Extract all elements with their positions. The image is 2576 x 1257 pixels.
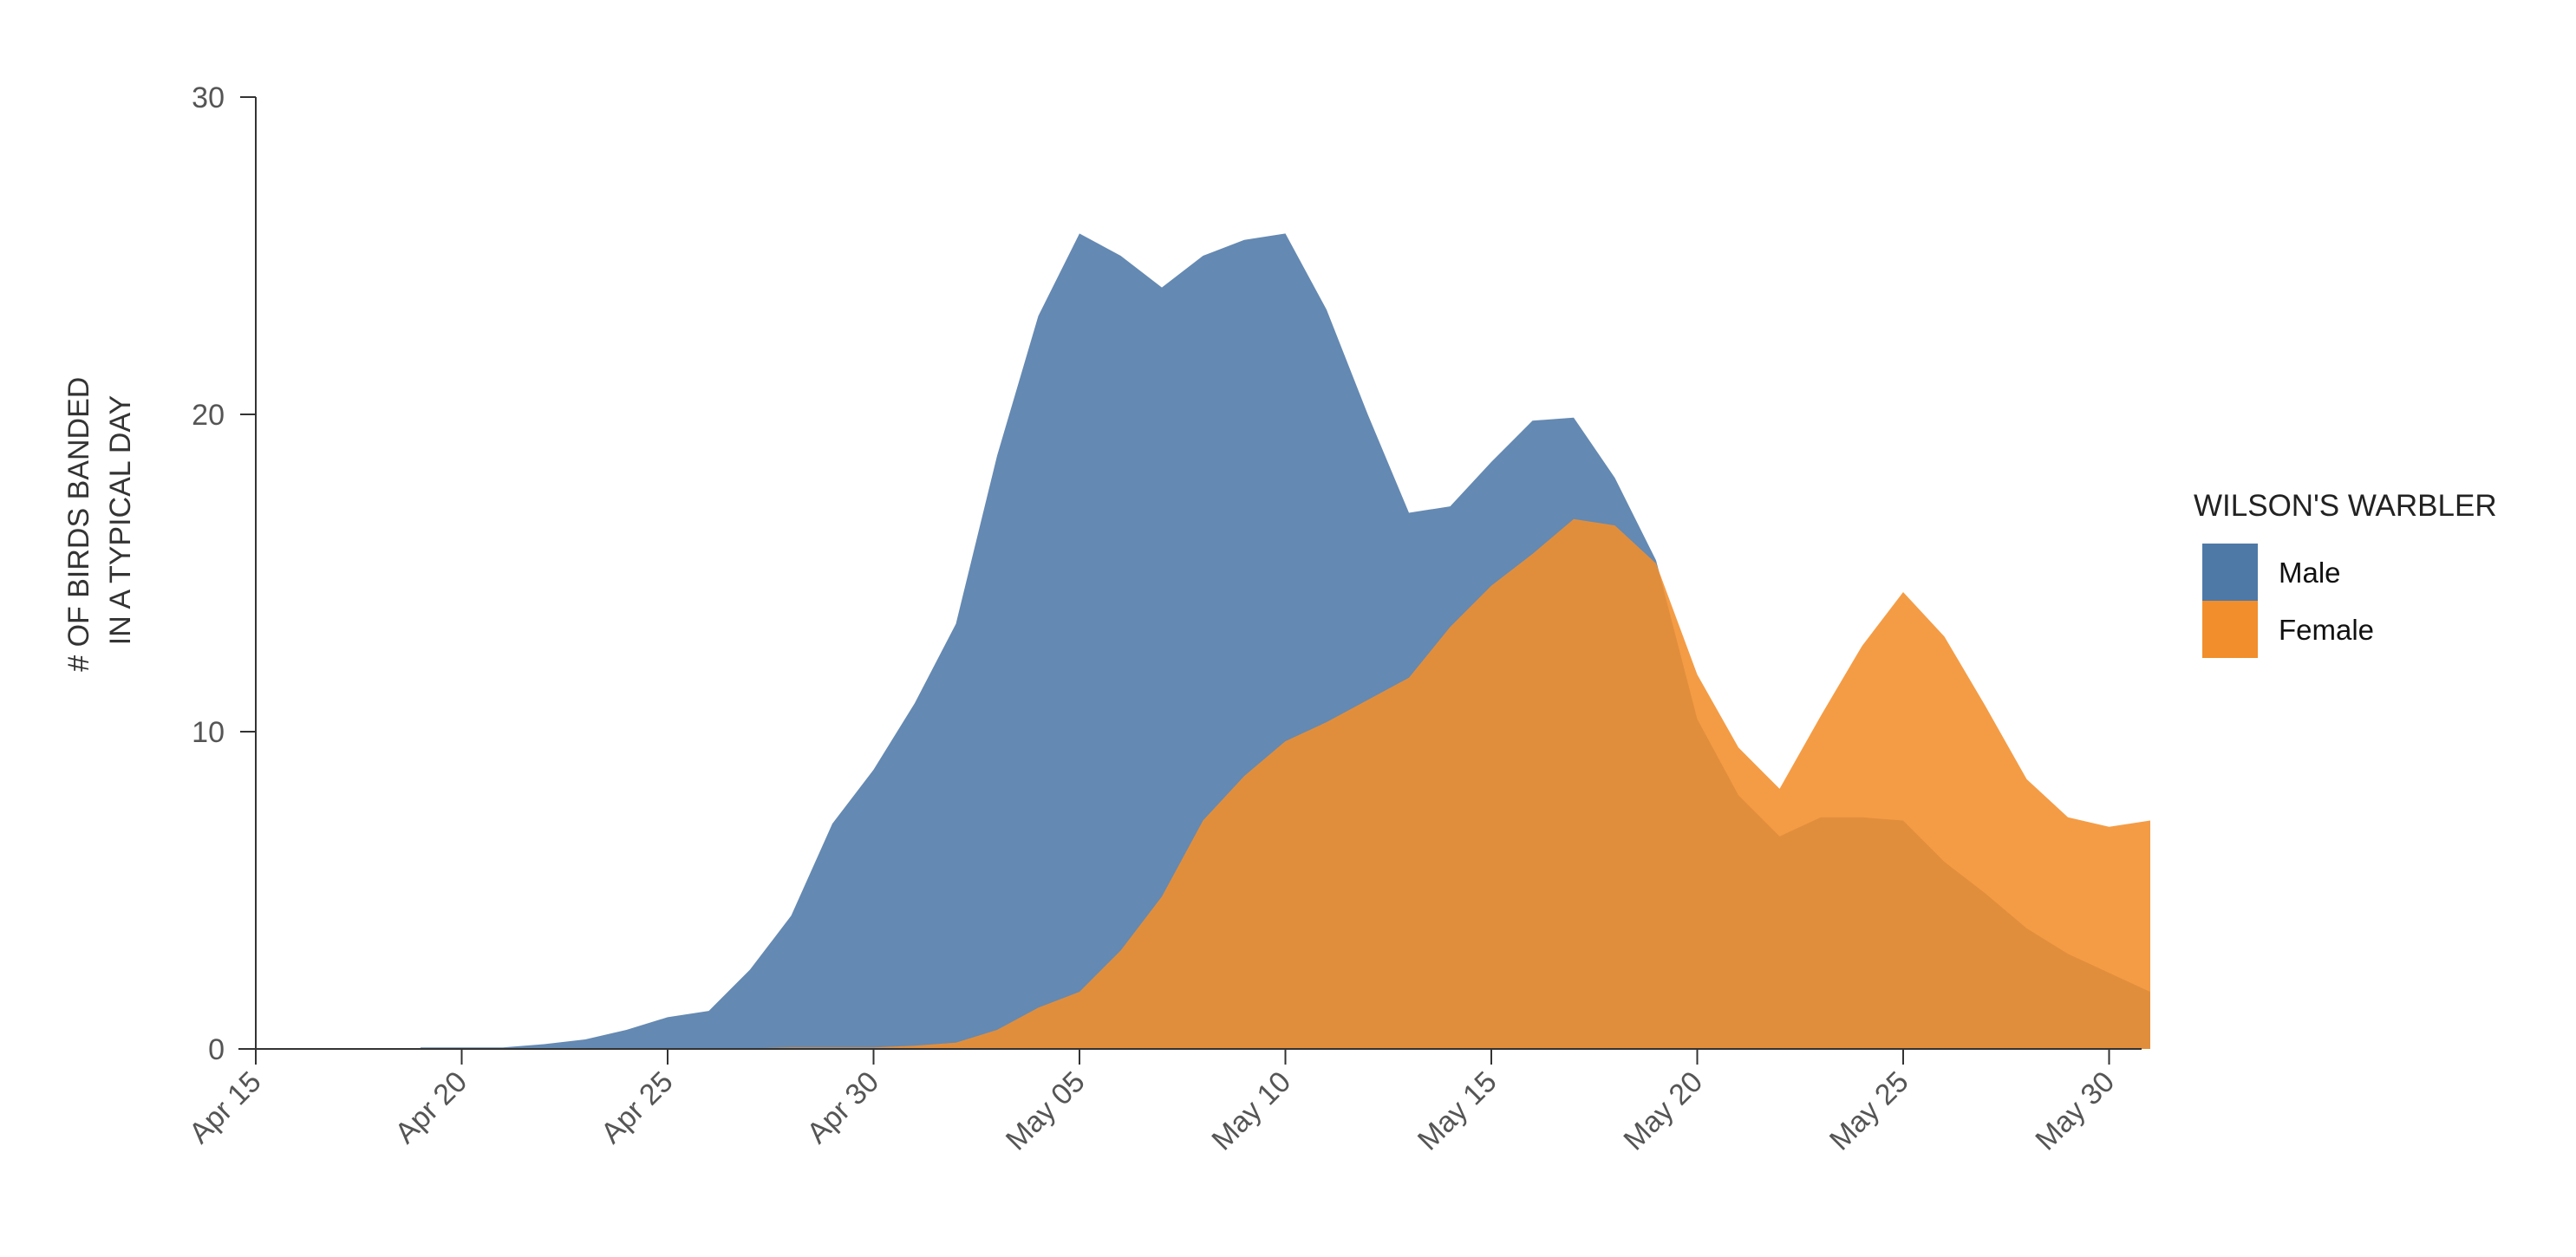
y-tick-label: 10 [192, 716, 225, 749]
y-axis-label-line-1: # OF BIRDS BANDED [62, 377, 95, 672]
legend-swatch-male [2202, 544, 2258, 601]
y-axis-label-line-2: IN A TYPICAL DAY [104, 395, 137, 646]
area-female [421, 518, 2150, 1049]
legend-title: WILSON'S WARBLER [2194, 489, 2497, 523]
series-areas [421, 233, 2150, 1049]
x-axis-ticks: Apr 15 Apr 20 Apr 25 Apr 30 May 05 May 10 May … [183, 1049, 2121, 1156]
y-tick-label: 20 [192, 399, 225, 432]
x-tick-label: May 20 [1617, 1065, 1709, 1157]
legend: WILSON'S WARBLER Male Female [2194, 489, 2497, 658]
legend-items: Male Female [2202, 544, 2374, 658]
x-tick-label: Apr 20 [388, 1065, 473, 1150]
x-tick-label: Apr 15 [183, 1065, 268, 1150]
x-tick-label: May 30 [2029, 1065, 2121, 1157]
y-axis-ticks: 0 10 20 30 [192, 81, 256, 1066]
x-tick-label: Apr 30 [800, 1065, 885, 1150]
x-tick-label: Apr 25 [595, 1065, 680, 1150]
x-tick-label: May 05 [1000, 1065, 1092, 1157]
legend-label-female: Female [2279, 614, 2374, 646]
y-tick-label: 30 [192, 81, 225, 114]
x-tick-label: May 10 [1205, 1065, 1297, 1157]
x-tick-label: May 15 [1412, 1065, 1503, 1157]
legend-swatch-female [2202, 601, 2258, 658]
x-tick-label: May 25 [1823, 1065, 1915, 1157]
y-tick-label: 0 [208, 1033, 225, 1066]
legend-label-male: Male [2279, 557, 2341, 589]
y-axis-label: # OF BIRDS BANDED IN A TYPICAL DAY [62, 368, 137, 672]
